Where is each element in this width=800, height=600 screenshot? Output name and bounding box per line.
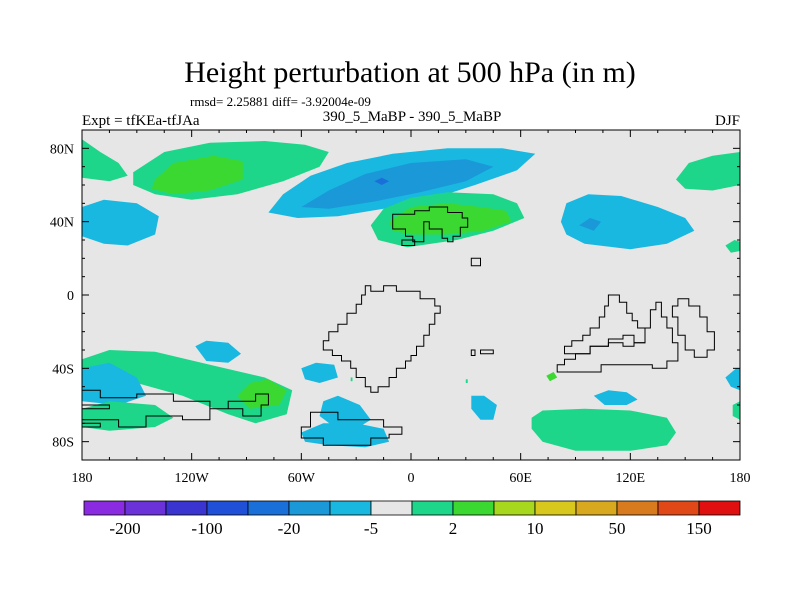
- coastline: [480, 349, 494, 355]
- contour-fills: [82, 139, 740, 451]
- center-label: 390_5_MaBP - 390_5_MaBP: [323, 109, 502, 125]
- contour-region: [560, 194, 695, 250]
- coastline: [82, 404, 110, 410]
- colorbar-label: -100: [191, 519, 222, 538]
- colorbar-label: 50: [609, 519, 626, 538]
- x-axis: 180 120W 60W 0 60E 120E 180: [72, 130, 751, 486]
- colorbar-label: -5: [364, 519, 378, 538]
- contour-region: [593, 390, 638, 405]
- colorbar-box: [329, 500, 372, 516]
- colorbar-box: [206, 500, 249, 516]
- coastline: [82, 389, 269, 428]
- colorbar-label: 10: [527, 519, 544, 538]
- colorbar-box: [288, 500, 331, 516]
- experiment-label: Expt = tfKEa-tfJAa: [82, 113, 200, 129]
- coastline: [82, 422, 101, 428]
- colorbar-label: 2: [449, 519, 458, 538]
- colorbar-labels: -200 -100 -20 -5 2 10 50 150: [109, 519, 711, 538]
- contour-region: [82, 350, 293, 424]
- contour-region: [82, 362, 146, 405]
- contour-region: [725, 368, 740, 391]
- contour-region: [82, 139, 128, 182]
- colorbar-box: [575, 500, 618, 516]
- contour-region: [301, 159, 494, 209]
- y-axis: 80N 40N 0 40S 80S: [50, 142, 740, 451]
- colorbar-box: [493, 500, 536, 516]
- coastline: [671, 298, 715, 358]
- colorbar-box: [247, 500, 290, 516]
- coastline: [300, 411, 403, 446]
- coastline: [470, 349, 476, 356]
- colorbar-box: [411, 500, 454, 516]
- colorbar-label: -20: [278, 519, 301, 538]
- colorbar-box: [452, 500, 495, 516]
- contour-region: [151, 155, 243, 195]
- colorbar-box: [124, 500, 167, 516]
- colorbar-box: [370, 500, 413, 516]
- season-label: DJF: [715, 113, 740, 129]
- colorbar-label: -200: [109, 519, 140, 538]
- contour-region: [676, 152, 740, 191]
- colorbar-box: [83, 500, 126, 516]
- contour-region: [471, 395, 497, 420]
- continent-outlines: [82, 206, 715, 446]
- y-tick-label: 80S: [52, 436, 74, 451]
- y-tick-label: 40N: [50, 216, 74, 231]
- contour-region: [82, 199, 159, 246]
- coastline: [556, 301, 679, 373]
- contour-region: [465, 379, 468, 383]
- colorbar-box: [616, 500, 659, 516]
- coastline: [401, 239, 416, 246]
- y-tick-label: 0: [67, 289, 74, 304]
- colorbar: [83, 500, 741, 516]
- contour-region: [531, 408, 676, 451]
- x-tick-label: 120E: [616, 471, 646, 486]
- y-tick-label: 80N: [50, 142, 74, 157]
- stats-text: rmsd= 2.25881 diff= -3.92004e-09: [190, 94, 371, 109]
- colorbar-box: [534, 500, 577, 516]
- contour-region: [350, 377, 353, 382]
- x-tick-label: 60W: [288, 471, 316, 486]
- colorbar-box: [698, 500, 741, 516]
- colorbar-label: 150: [686, 519, 712, 538]
- x-tick-label: 180: [72, 471, 93, 486]
- contour-region: [301, 362, 338, 383]
- colorbar-box: [165, 500, 208, 516]
- colorbar-box: [657, 500, 700, 516]
- contour-region: [546, 372, 558, 382]
- x-tick-label: 120W: [175, 471, 210, 486]
- contour-region: [732, 401, 740, 420]
- y-tick-label: 40S: [52, 362, 74, 377]
- contour-region: [195, 340, 241, 363]
- contour-region: [319, 395, 371, 429]
- chart-title: Height perturbation at 500 hPa (in m): [184, 56, 636, 89]
- x-tick-label: 60E: [509, 471, 532, 486]
- coastline: [322, 285, 441, 393]
- x-tick-label: 180: [730, 471, 751, 486]
- contour-region: [725, 240, 740, 253]
- x-tick-label: 0: [408, 471, 415, 486]
- contour-region: [579, 218, 602, 231]
- coastline: [470, 257, 481, 267]
- contour-region: [374, 177, 390, 185]
